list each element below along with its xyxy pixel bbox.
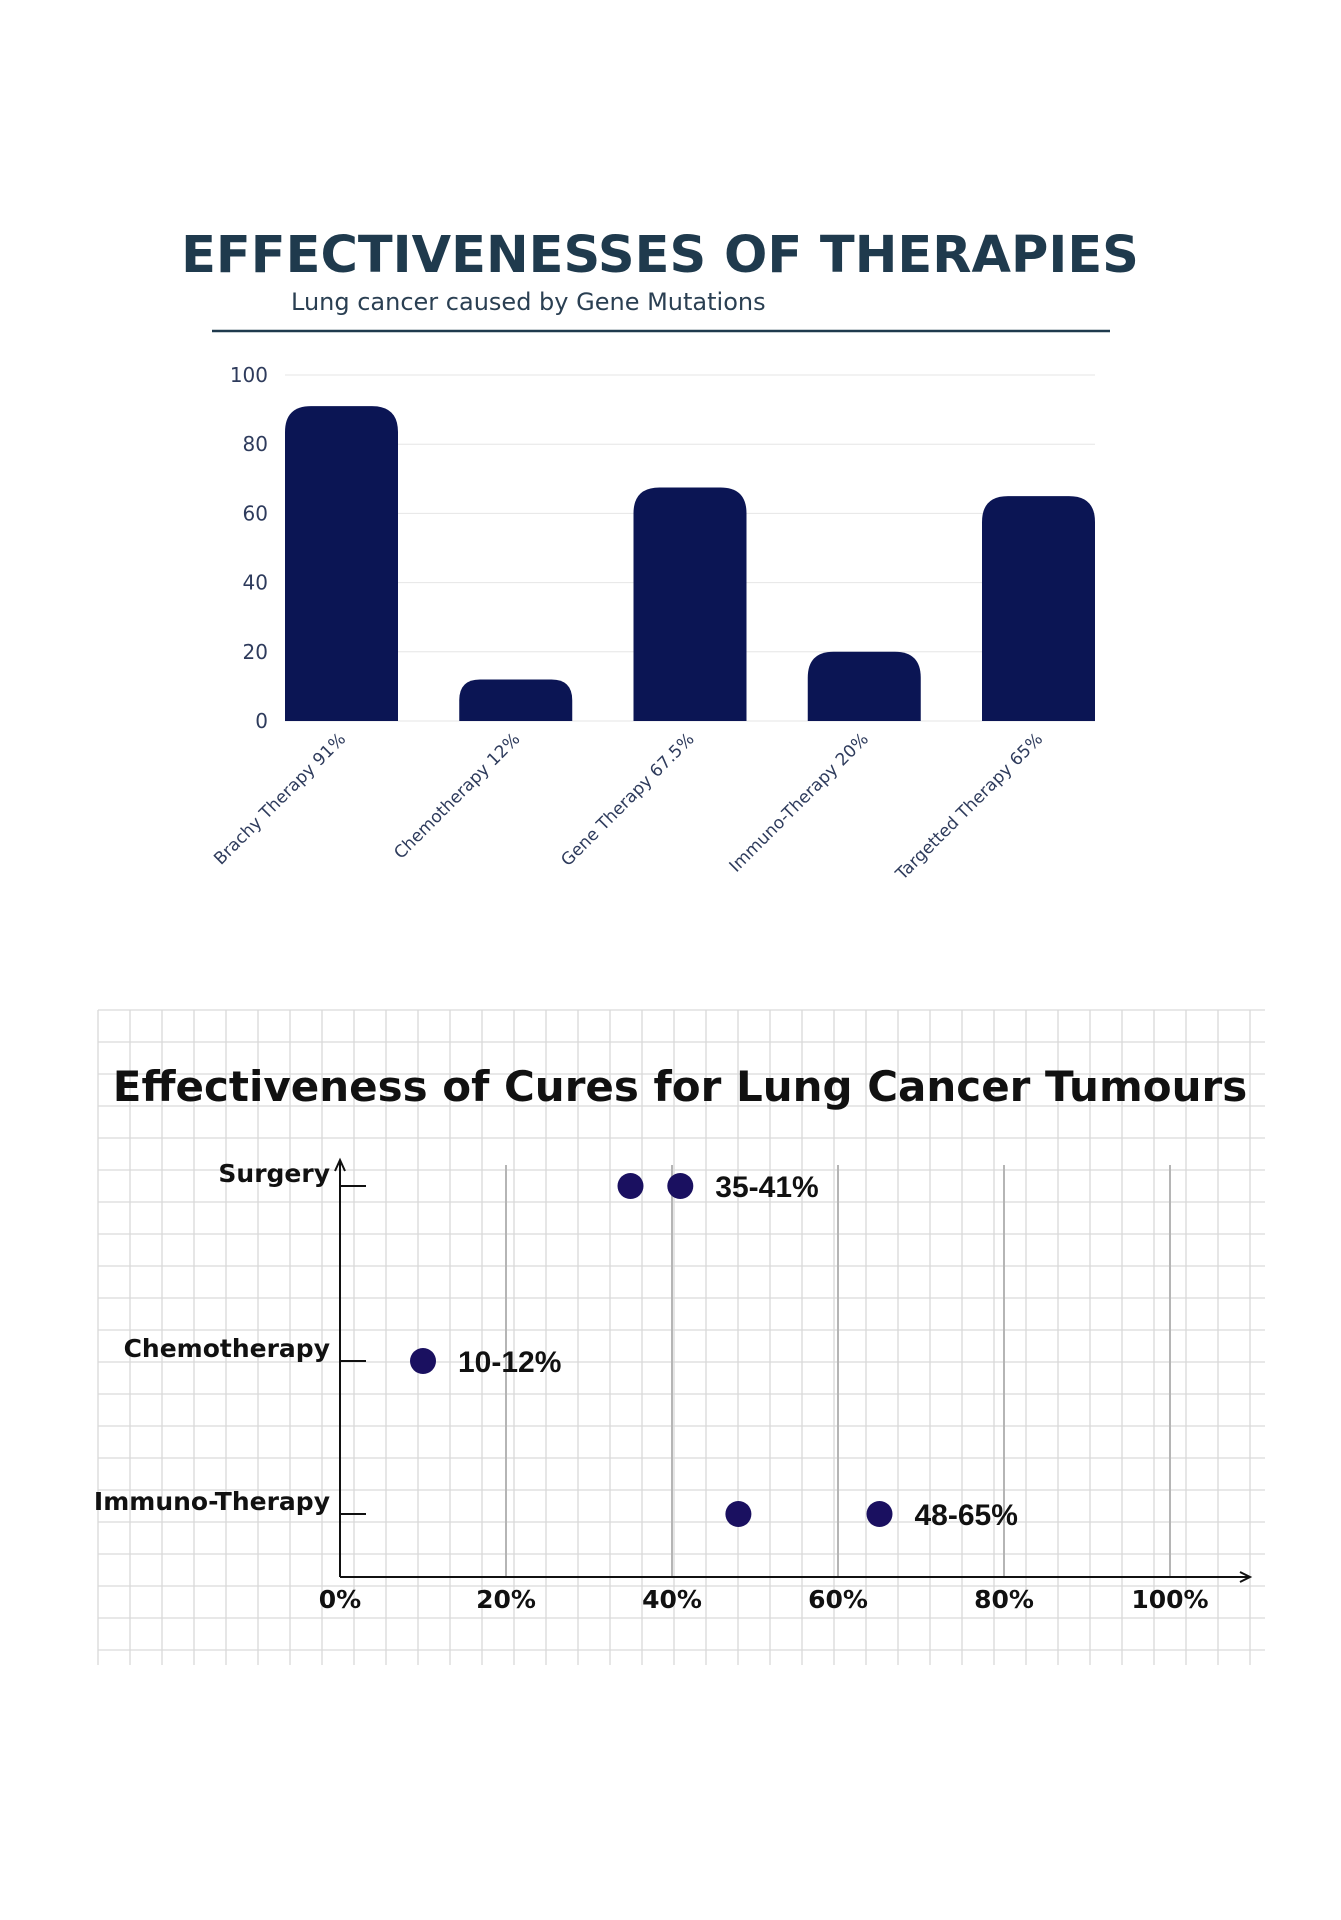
dot-x-tick-label: 20% [476,1585,536,1614]
bar-category-label: Immuno-Therapy 20% [726,729,873,876]
bar [459,679,573,721]
bar-y-tick-label: 20 [243,640,268,664]
bar-category-label: Gene Therapy 67.5% [557,729,698,870]
bar-category-label: Targetted Therapy 65% [891,729,1047,885]
bar-chart-bars [285,406,1095,721]
dot-point [725,1501,752,1527]
dot-x-tick-label: 80% [974,1585,1034,1614]
bar-y-tick-label: 60 [243,501,268,525]
dot-category-label: Surgery [218,1159,330,1188]
dot-chart-gridlines [505,1165,1171,1577]
dot-x-tick-label: 40% [642,1585,702,1614]
dot-x-tick-label: 0% [319,1585,361,1614]
dot-chart-axes [334,1157,1253,1583]
bar-y-tick-label: 100 [230,363,268,387]
dot-point [617,1173,644,1199]
bar-y-tick-label: 40 [243,571,268,595]
dot-category-label: Immuno-Therapy [94,1487,330,1516]
dot-point [410,1348,436,1374]
bar [633,487,747,721]
bar-y-tick-label: 80 [243,432,268,456]
dot-x-tick-label: 60% [808,1585,868,1614]
dot-range-label: 48-65% [915,1499,1018,1532]
bar-chart-x-axis: Brachy Therapy 91% Chemotherapy 12% Gene T… [210,729,1047,885]
bar [285,406,398,721]
dot-category-label: Chemotherapy [124,1334,330,1363]
dot-range-label: 35-41% [715,1171,818,1204]
dot-point [866,1501,893,1527]
bar-chart: EFFECTIVENESSES OF THERAPIES Lung cancer… [181,226,1139,885]
bar-chart-y-axis: 0 20 40 60 80 100 [230,363,268,733]
bar [807,651,921,721]
bar-y-tick-label: 0 [255,709,268,733]
bar-category-label: Chemotherapy 12% [390,729,524,863]
dot-point [667,1173,694,1199]
dot-chart: Effectiveness of Cures for Lung Cancer T… [94,1009,1265,1665]
x-axis-arrow [1239,1571,1253,1583]
bar-chart-title: EFFECTIVENESSES OF THERAPIES [181,226,1139,285]
dot-range-label: 10-12% [458,1346,561,1379]
dot-chart-x-axis: 0% 20% 40% 60% 80% 100% [319,1585,1209,1614]
graph-paper-grid [97,1009,1265,1665]
dot-chart-title: Effectiveness of Cures for Lung Cancer T… [113,1062,1247,1111]
dot-chart-points: 35-41% 10-12% 48-65% [410,1171,1018,1532]
bar-category-label: Brachy Therapy 91% [210,729,350,869]
bar [982,496,1095,721]
y-axis-arrow [334,1157,346,1172]
dot-x-tick-label: 100% [1131,1585,1208,1614]
dot-chart-y-axis: Surgery Chemotherapy Immuno-Therapy [94,1159,366,1516]
bar-chart-subtitle: Lung cancer caused by Gene Mutations [291,288,766,316]
